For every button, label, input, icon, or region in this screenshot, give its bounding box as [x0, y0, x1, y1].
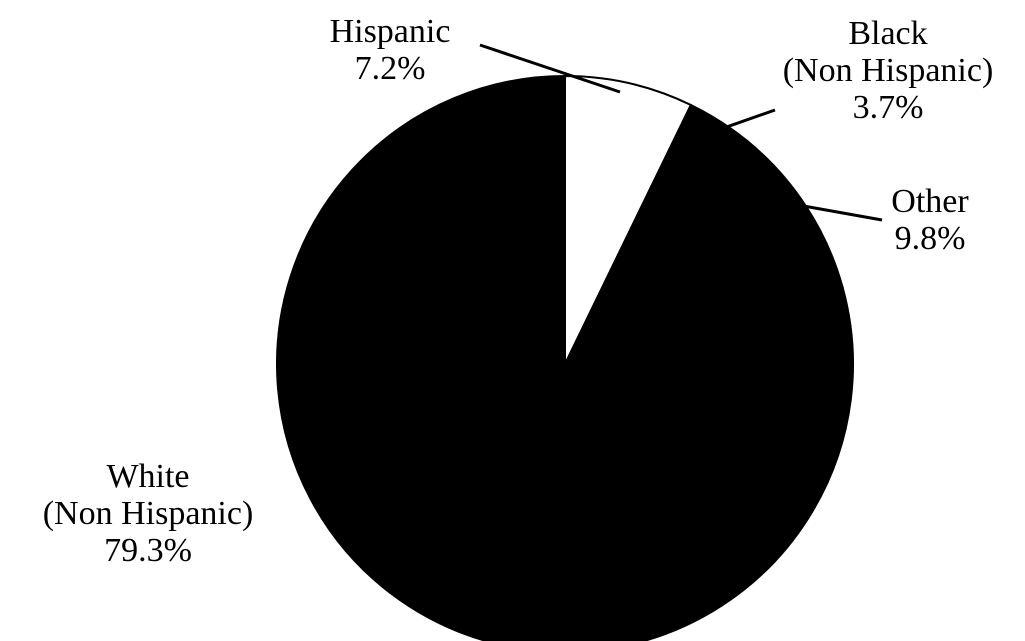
leader-line-hispanic [479, 43, 621, 94]
slice-label-line: White [106, 458, 189, 495]
slice-label-other: Other 9.8% [891, 183, 969, 257]
slice-label-line: (Non Hispanic) [783, 52, 994, 89]
leader-line-black-non-hispanic [717, 108, 776, 132]
slice-label-hispanic: Hispanic 7.2% [330, 13, 451, 87]
slice-label-line: 7.2% [355, 50, 426, 87]
slice-label-line: Other [891, 183, 969, 220]
leader-lines [479, 43, 883, 222]
leader-line-other [797, 203, 883, 222]
slice-label-line: (Non Hispanic) [43, 495, 254, 532]
slice-label-white-non-hispanic: White (Non Hispanic) 79.3% [43, 458, 254, 569]
slice-label-line: 79.3% [104, 532, 192, 569]
slice-label-line: 3.7% [853, 89, 924, 126]
slice-labels: Hispanic 7.2%Black (Non Hispanic) 3.7%Other… [43, 13, 994, 569]
slice-label-line: Hispanic [330, 13, 451, 50]
slice-label-line: Black [848, 15, 927, 52]
slice-label-line: 9.8% [895, 220, 966, 257]
pie-slices [276, 74, 854, 641]
pie-slice-white-non-hispanic [276, 74, 854, 641]
slice-label-black-non-hispanic: Black (Non Hispanic) 3.7% [783, 15, 994, 126]
